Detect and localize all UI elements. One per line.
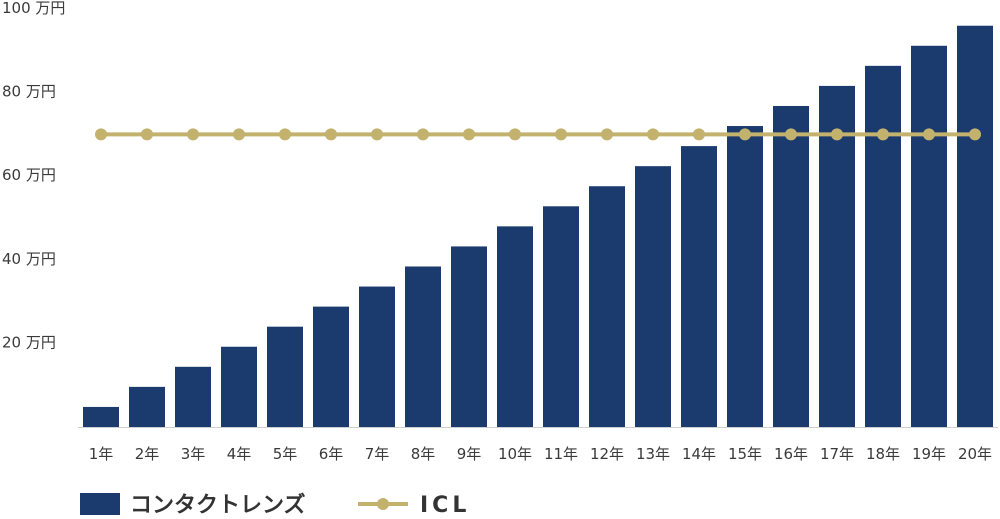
x-tick-label: 19年 [912,445,946,463]
x-tick-label: 10年 [498,445,532,463]
bar-series [83,25,993,428]
x-tick-label: 2年 [135,445,160,463]
icl-point-20 [969,128,981,141]
x-tick-label: 6年 [319,445,344,463]
x-tick-label: 16年 [774,445,808,463]
x-tick-label: 11年 [544,445,578,463]
icl-point-3 [187,128,199,141]
icl-point-4 [233,128,245,141]
bar-15 [727,126,763,427]
y-tick-label: 80 万円 [2,83,56,101]
bar-4 [221,346,257,427]
icl-point-6 [325,128,337,141]
icl-point-15 [739,128,751,141]
legend-swatch-dot [377,498,389,510]
bar-2 [129,386,165,427]
x-tick-label: 9年 [457,445,482,463]
legend-swatch-bar [80,493,120,515]
x-tick-label: 1年 [89,445,114,463]
bar-18 [865,65,901,428]
x-axis-ticks: 1年 2年 3年 4年 5年 6年 7年 8年 9年 10年 11年 12年 13年 14年 15年 16年 1… [89,445,992,463]
bar-10 [497,226,533,427]
x-tick-label: 5年 [273,445,298,463]
x-tick-label: 13年 [636,445,670,463]
x-tick-label: 14年 [682,445,716,463]
x-tick-label: 4年 [227,445,252,463]
bar-11 [543,206,579,427]
x-tick-label: 7年 [365,445,390,463]
x-tick-label: 15年 [728,445,762,463]
x-tick-label: 17年 [820,445,854,463]
x-tick-label: 8年 [411,445,436,463]
icl-point-8 [417,128,429,141]
legend-label-bar: コンタクトレンズ [130,492,306,518]
x-tick-label: 12年 [590,445,624,463]
bar-3 [175,366,211,427]
icl-point-10 [509,128,521,141]
legend-label-line: ICL [420,493,470,518]
bar-1 [83,406,119,427]
bar-12 [589,186,625,427]
icl-point-7 [371,128,383,141]
y-tick-label: 100 万円 [2,0,65,17]
bar-8 [405,266,441,427]
icl-point-14 [693,128,705,141]
bar-9 [451,246,487,427]
bar-6 [313,306,349,427]
icl-point-5 [279,128,291,141]
icl-point-12 [601,128,613,141]
y-tick-label: 40 万円 [2,250,56,268]
icl-point-13 [647,128,659,141]
x-tick-label: 18年 [866,445,900,463]
icl-point-16 [785,128,797,141]
y-tick-label: 20 万円 [2,333,56,351]
legend: コンタクトレンズ ICL [80,492,470,518]
bar-17 [819,85,855,428]
icl-point-19 [923,128,935,141]
bar-5 [267,326,303,427]
icl-point-9 [463,128,475,141]
icl-point-11 [555,128,567,141]
icl-point-1 [95,128,107,141]
bar-7 [359,286,395,427]
icl-point-18 [877,128,889,141]
icl-point-2 [141,128,153,141]
bar-20 [957,25,993,427]
icl-line-series [95,128,981,141]
bar-19 [911,45,947,428]
x-tick-label: 3年 [181,445,206,463]
y-tick-label: 60 万円 [2,166,56,184]
icl-point-17 [831,128,843,141]
bar-16 [773,105,809,427]
x-tick-label: 20年 [958,445,992,463]
y-axis-ticks: 20 万円 40 万円 60 万円 80 万円 100 万円 [2,0,65,351]
bar-13 [635,166,671,427]
bar-14 [681,146,717,427]
